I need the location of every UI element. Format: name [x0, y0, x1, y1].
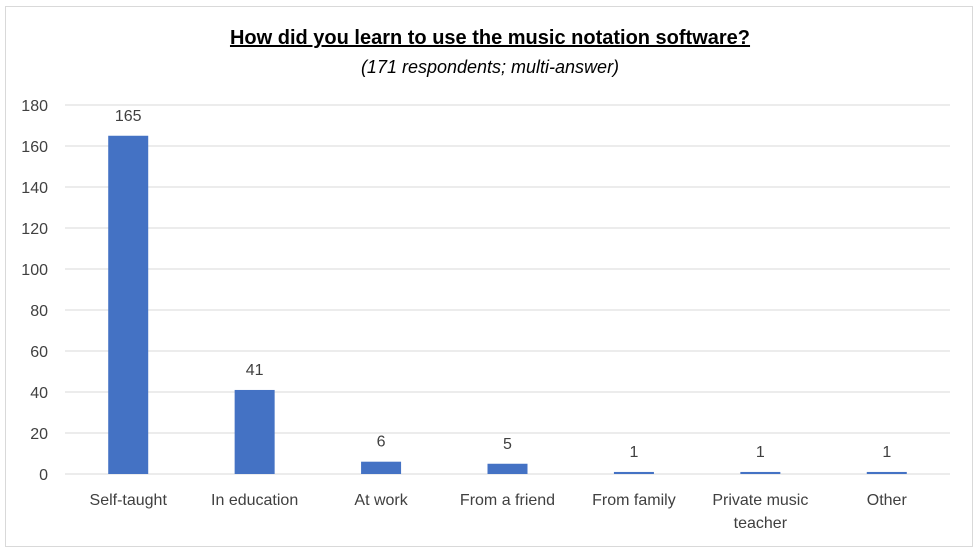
x-tick-label: At work	[354, 492, 408, 509]
data-label: 1	[882, 444, 891, 461]
x-tick-label: Private music	[712, 492, 808, 509]
x-tick-label: From family	[592, 492, 676, 509]
y-tick-label: 120	[21, 221, 48, 238]
chart-title: How did you learn to use the music notat…	[229, 27, 751, 49]
y-tick-label: 40	[30, 385, 48, 402]
y-tick-label: 0	[39, 467, 48, 484]
y-tick-label: 20	[30, 426, 48, 443]
y-tick-label: 100	[21, 262, 48, 279]
x-tick-label: teacher	[734, 515, 788, 532]
bar	[866, 471, 907, 474]
data-label: 6	[377, 434, 386, 451]
data-label: 165	[115, 108, 142, 125]
data-label: 5	[503, 436, 512, 453]
bar	[740, 471, 781, 474]
x-axis-ticks: Self-taught In education At work From a fri…	[90, 492, 908, 532]
x-tick-label: Self-taught	[90, 492, 168, 509]
bar	[234, 389, 275, 474]
y-tick-label: 60	[30, 344, 48, 361]
bars	[108, 135, 907, 474]
x-tick-label: In education	[211, 492, 298, 509]
y-axis-ticks: 0 20 40 60 80 100 120 140 160 180	[21, 98, 48, 484]
data-label: 1	[629, 444, 638, 461]
chart-subtitle: (171 respondents; multi-answer)	[360, 57, 620, 77]
gridlines	[65, 104, 950, 475]
x-tick-label: Other	[867, 492, 908, 509]
x-tick-label: From a friend	[460, 492, 555, 509]
data-labels: 165 41 6 5 1 1 1	[115, 108, 891, 461]
data-label: 1	[756, 444, 765, 461]
bar	[487, 463, 528, 474]
bar	[361, 461, 402, 474]
bar	[108, 135, 149, 474]
y-tick-label: 80	[30, 303, 48, 320]
bar	[613, 471, 654, 474]
chart-frame	[5, 6, 973, 547]
y-tick-label: 160	[21, 139, 48, 156]
y-tick-label: 140	[21, 180, 48, 197]
y-tick-label: 180	[21, 98, 48, 115]
data-label: 41	[246, 362, 264, 379]
